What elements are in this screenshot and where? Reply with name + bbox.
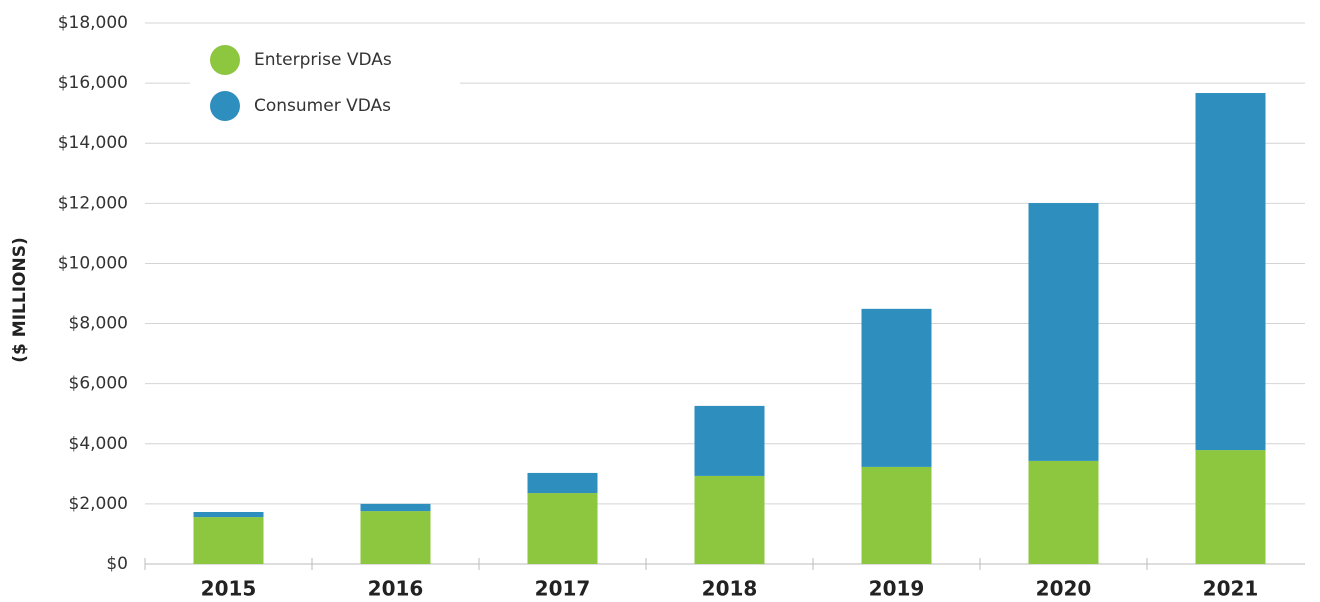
y-tick-label: $10,000 <box>58 253 128 273</box>
y-tick-label: $12,000 <box>58 193 128 213</box>
y-tick-label: $18,000 <box>58 13 128 33</box>
bar-segment <box>1195 93 1266 451</box>
x-tick-label: 2016 <box>368 577 424 601</box>
y-tick-label: $4,000 <box>69 434 128 454</box>
bar-segment <box>1028 460 1099 564</box>
bar-segment <box>861 308 932 467</box>
y-tick-label: $6,000 <box>69 374 128 394</box>
y-tick-label: $2,000 <box>69 494 128 514</box>
bar-segment <box>1028 203 1099 461</box>
legend-label: Consumer VDAs <box>254 96 391 116</box>
x-tick-label: 2019 <box>869 577 925 601</box>
bar-segment <box>193 512 264 518</box>
legend-label: Enterprise VDAs <box>254 50 392 70</box>
y-axis-label: ($ MILLIONS) <box>10 237 30 362</box>
bar-segment <box>694 475 765 564</box>
x-tick-label: 2020 <box>1036 577 1092 601</box>
bar-segment <box>694 405 765 476</box>
y-tick-label: $0 <box>106 554 128 574</box>
bar-segment <box>360 503 431 512</box>
bar-segment <box>527 493 598 564</box>
bar-segment <box>861 466 932 564</box>
x-tick-label: 2017 <box>535 577 591 601</box>
x-tick-label: 2018 <box>702 577 758 601</box>
y-tick-label: $8,000 <box>69 314 128 334</box>
bar-segment <box>1195 450 1266 564</box>
x-tick-label: 2015 <box>201 577 257 601</box>
y-tick-label: $16,000 <box>58 73 128 93</box>
bar-segment <box>193 517 264 564</box>
bar-segment <box>527 472 598 494</box>
bar-segment <box>360 511 431 564</box>
y-tick-label: $14,000 <box>58 133 128 153</box>
x-tick-label: 2021 <box>1203 577 1259 601</box>
legend-marker <box>210 45 240 75</box>
legend-marker <box>210 91 240 121</box>
